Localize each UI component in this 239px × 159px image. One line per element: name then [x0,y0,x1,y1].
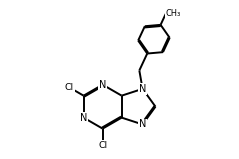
Text: Cl: Cl [98,141,107,150]
Text: CH₃: CH₃ [166,9,181,18]
Text: N: N [139,119,146,129]
Text: N: N [139,84,146,94]
Text: Cl: Cl [65,83,74,92]
Text: N: N [99,80,106,90]
Text: N: N [80,113,87,123]
